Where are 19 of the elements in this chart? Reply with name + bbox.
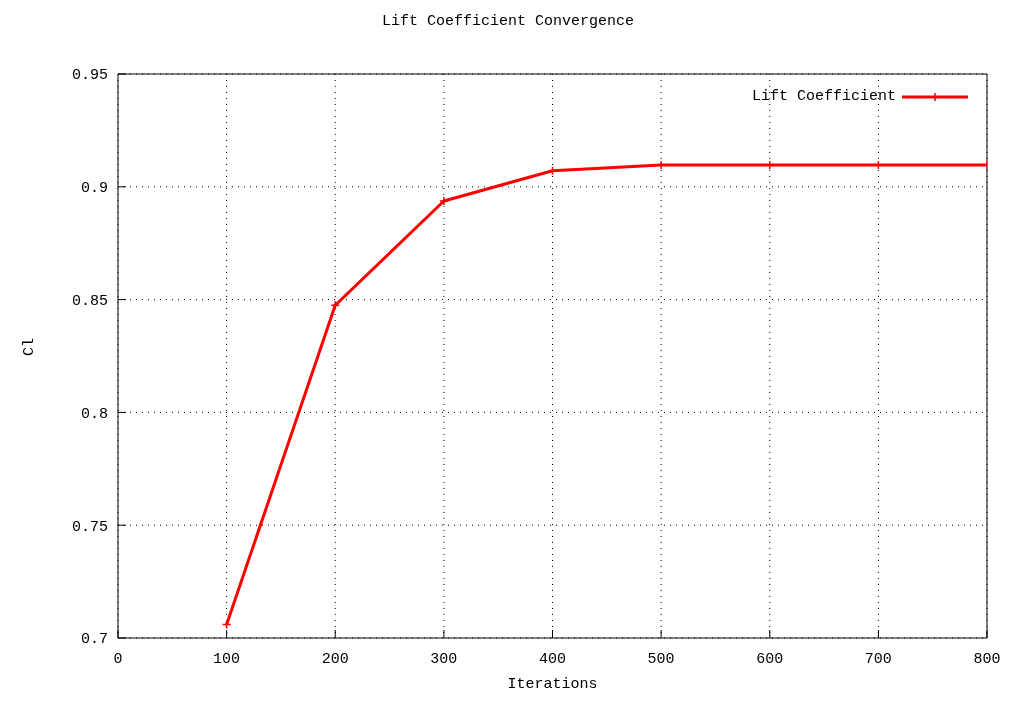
x-tick-label: 600 [756,650,784,668]
x-tick-label: 700 [864,650,892,668]
y-tick-label: 0.8 [80,405,108,423]
legend-label: Lift Coefficient [751,88,896,105]
chart-title: Lift Coefficient Convergence [380,12,635,32]
y-tick-label: 0.95 [71,67,108,85]
y-tick-label: 0.7 [80,631,108,649]
x-tick-label: 300 [430,650,458,668]
x-tick-label: 200 [321,650,349,668]
x-tick-label: 800 [973,650,1001,668]
x-tick-label: 0 [113,650,123,668]
x-tick-label: 500 [647,650,675,668]
y-tick-label: 0.9 [80,180,108,198]
x-axis-title: Iterations [507,676,598,693]
x-tick-label: 400 [538,650,567,668]
x-tick-label: 100 [213,650,241,668]
y-tick-label: 0.85 [71,292,108,310]
y-axis-title: Cl [21,337,39,356]
y-tick-label: 0.75 [71,518,108,536]
